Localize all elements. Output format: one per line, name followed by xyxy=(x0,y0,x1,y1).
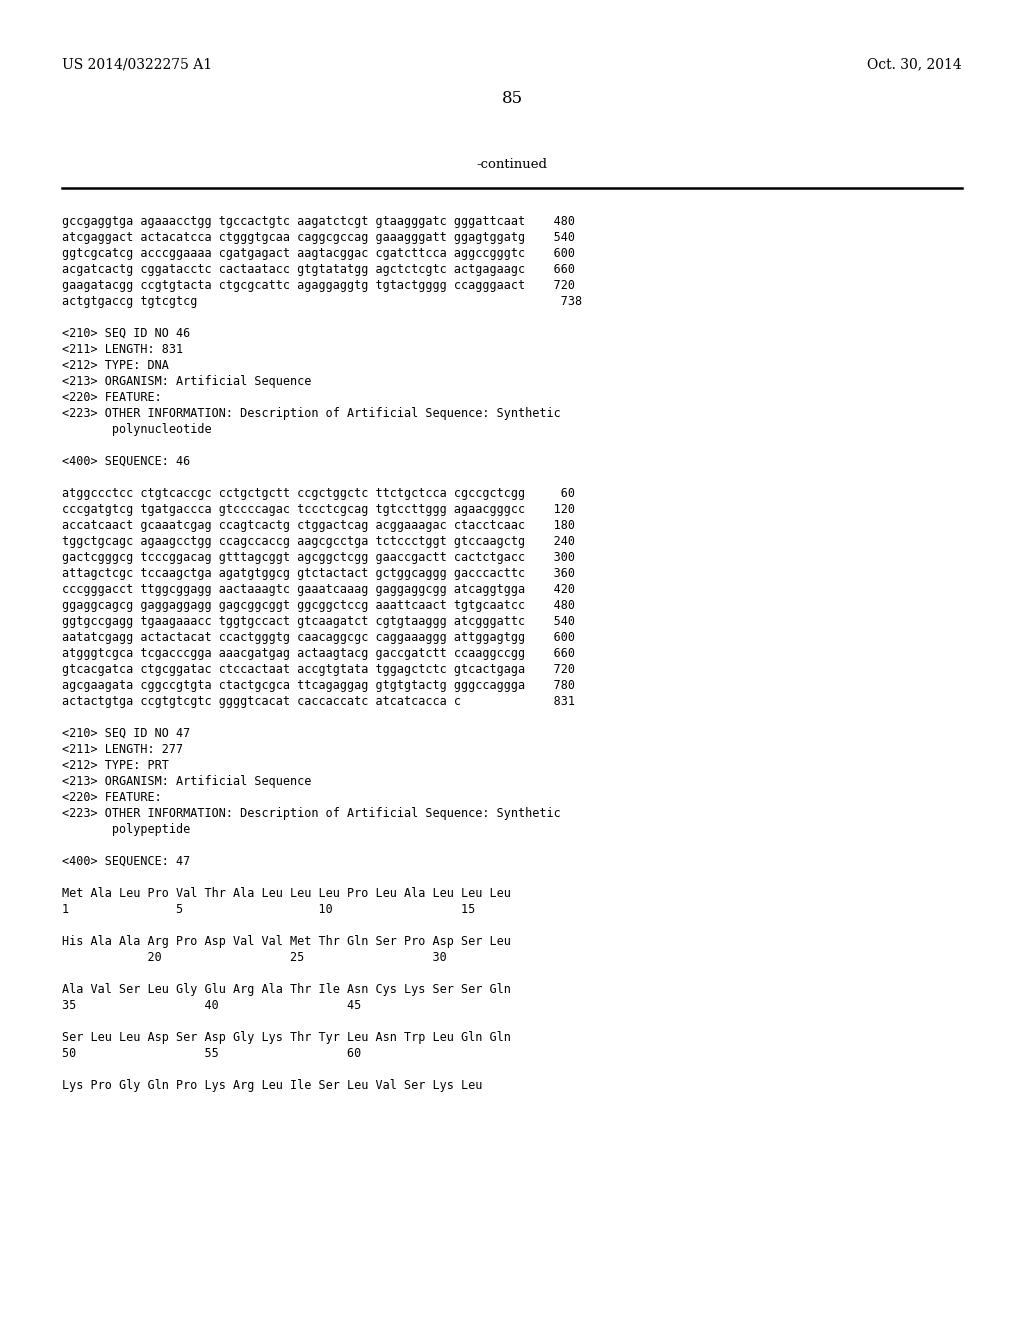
Text: actgtgaccg tgtcgtcg                                                   738: actgtgaccg tgtcgtcg 738 xyxy=(62,294,582,308)
Text: actactgtga ccgtgtcgtc ggggtcacat caccaccatc atcatcacca c             831: actactgtga ccgtgtcgtc ggggtcacat caccacc… xyxy=(62,696,575,708)
Text: 35                  40                  45: 35 40 45 xyxy=(62,999,361,1012)
Text: <212> TYPE: DNA: <212> TYPE: DNA xyxy=(62,359,169,372)
Text: Oct. 30, 2014: Oct. 30, 2014 xyxy=(867,57,962,71)
Text: ggtcgcatcg acccggaaaa cgatgagact aagtacggac cgatcttcca aggccgggtc    600: ggtcgcatcg acccggaaaa cgatgagact aagtacg… xyxy=(62,247,575,260)
Text: gtcacgatca ctgcggatac ctccactaat accgtgtata tggagctctc gtcactgaga    720: gtcacgatca ctgcggatac ctccactaat accgtgt… xyxy=(62,663,575,676)
Text: <400> SEQUENCE: 46: <400> SEQUENCE: 46 xyxy=(62,455,190,469)
Text: polynucleotide: polynucleotide xyxy=(62,422,212,436)
Text: <220> FEATURE:: <220> FEATURE: xyxy=(62,391,162,404)
Text: gccgaggtga agaaacctgg tgccactgtc aagatctcgt gtaagggatc gggattcaat    480: gccgaggtga agaaacctgg tgccactgtc aagatct… xyxy=(62,215,575,228)
Text: Lys Pro Gly Gln Pro Lys Arg Leu Ile Ser Leu Val Ser Lys Leu: Lys Pro Gly Gln Pro Lys Arg Leu Ile Ser … xyxy=(62,1078,482,1092)
Text: <210> SEQ ID NO 47: <210> SEQ ID NO 47 xyxy=(62,727,190,741)
Text: 50                  55                  60: 50 55 60 xyxy=(62,1047,361,1060)
Text: agcgaagata cggccgtgta ctactgcgca ttcagaggag gtgtgtactg gggccaggga    780: agcgaagata cggccgtgta ctactgcgca ttcagag… xyxy=(62,678,575,692)
Text: ggaggcagcg gaggaggagg gagcggcggt ggcggctccg aaattcaact tgtgcaatcc    480: ggaggcagcg gaggaggagg gagcggcggt ggcggct… xyxy=(62,599,575,612)
Text: <223> OTHER INFORMATION: Description of Artificial Sequence: Synthetic: <223> OTHER INFORMATION: Description of … xyxy=(62,807,561,820)
Text: 20                  25                  30: 20 25 30 xyxy=(62,950,446,964)
Text: acgatcactg cggatacctc cactaatacc gtgtatatgg agctctcgtc actgagaagc    660: acgatcactg cggatacctc cactaatacc gtgtata… xyxy=(62,263,575,276)
Text: <210> SEQ ID NO 46: <210> SEQ ID NO 46 xyxy=(62,327,190,341)
Text: 85: 85 xyxy=(502,90,522,107)
Text: cccgggacct ttggcggagg aactaaagtc gaaatcaaag gaggaggcgg atcaggtgga    420: cccgggacct ttggcggagg aactaaagtc gaaatca… xyxy=(62,583,575,597)
Text: aatatcgagg actactacat ccactgggtg caacaggcgc caggaaaggg attggagtgg    600: aatatcgagg actactacat ccactgggtg caacagg… xyxy=(62,631,575,644)
Text: tggctgcagc agaagcctgg ccagccaccg aagcgcctga tctccctggt gtccaagctg    240: tggctgcagc agaagcctgg ccagccaccg aagcgcc… xyxy=(62,535,575,548)
Text: <220> FEATURE:: <220> FEATURE: xyxy=(62,791,162,804)
Text: His Ala Ala Arg Pro Asp Val Val Met Thr Gln Ser Pro Asp Ser Leu: His Ala Ala Arg Pro Asp Val Val Met Thr … xyxy=(62,935,511,948)
Text: <212> TYPE: PRT: <212> TYPE: PRT xyxy=(62,759,169,772)
Text: <211> LENGTH: 277: <211> LENGTH: 277 xyxy=(62,743,183,756)
Text: polypeptide: polypeptide xyxy=(62,822,190,836)
Text: ggtgccgagg tgaagaaacc tggtgccact gtcaagatct cgtgtaaggg atcgggattc    540: ggtgccgagg tgaagaaacc tggtgccact gtcaaga… xyxy=(62,615,575,628)
Text: Met Ala Leu Pro Val Thr Ala Leu Leu Leu Pro Leu Ala Leu Leu Leu: Met Ala Leu Pro Val Thr Ala Leu Leu Leu … xyxy=(62,887,511,900)
Text: 1               5                   10                  15: 1 5 10 15 xyxy=(62,903,475,916)
Text: atcgaggact actacatcca ctgggtgcaa caggcgccag gaaagggatt ggagtggatg    540: atcgaggact actacatcca ctgggtgcaa caggcgc… xyxy=(62,231,575,244)
Text: <213> ORGANISM: Artificial Sequence: <213> ORGANISM: Artificial Sequence xyxy=(62,375,311,388)
Text: gactcgggcg tcccggacag gtttagcggt agcggctcgg gaaccgactt cactctgacc    300: gactcgggcg tcccggacag gtttagcggt agcggct… xyxy=(62,550,575,564)
Text: attagctcgc tccaagctga agatgtggcg gtctactact gctggcaggg gacccacttc    360: attagctcgc tccaagctga agatgtggcg gtctact… xyxy=(62,568,575,579)
Text: <223> OTHER INFORMATION: Description of Artificial Sequence: Synthetic: <223> OTHER INFORMATION: Description of … xyxy=(62,407,561,420)
Text: Ser Leu Leu Asp Ser Asp Gly Lys Thr Tyr Leu Asn Trp Leu Gln Gln: Ser Leu Leu Asp Ser Asp Gly Lys Thr Tyr … xyxy=(62,1031,511,1044)
Text: -continued: -continued xyxy=(476,158,548,172)
Text: gaagatacgg ccgtgtacta ctgcgcattc agaggaggtg tgtactgggg ccagggaact    720: gaagatacgg ccgtgtacta ctgcgcattc agaggag… xyxy=(62,279,575,292)
Text: Ala Val Ser Leu Gly Glu Arg Ala Thr Ile Asn Cys Lys Ser Ser Gln: Ala Val Ser Leu Gly Glu Arg Ala Thr Ile … xyxy=(62,983,511,997)
Text: <211> LENGTH: 831: <211> LENGTH: 831 xyxy=(62,343,183,356)
Text: atgggtcgca tcgacccgga aaacgatgag actaagtacg gaccgatctt ccaaggccgg    660: atgggtcgca tcgacccgga aaacgatgag actaagt… xyxy=(62,647,575,660)
Text: US 2014/0322275 A1: US 2014/0322275 A1 xyxy=(62,57,212,71)
Text: atggccctcc ctgtcaccgc cctgctgctt ccgctggctc ttctgctcca cgccgctcgg     60: atggccctcc ctgtcaccgc cctgctgctt ccgctgg… xyxy=(62,487,575,500)
Text: <400> SEQUENCE: 47: <400> SEQUENCE: 47 xyxy=(62,855,190,869)
Text: accatcaact gcaaatcgag ccagtcactg ctggactcag acggaaagac ctacctcaac    180: accatcaact gcaaatcgag ccagtcactg ctggact… xyxy=(62,519,575,532)
Text: <213> ORGANISM: Artificial Sequence: <213> ORGANISM: Artificial Sequence xyxy=(62,775,311,788)
Text: cccgatgtcg tgatgaccca gtccccagac tccctcgcag tgtccttggg agaacgggcc    120: cccgatgtcg tgatgaccca gtccccagac tccctcg… xyxy=(62,503,575,516)
